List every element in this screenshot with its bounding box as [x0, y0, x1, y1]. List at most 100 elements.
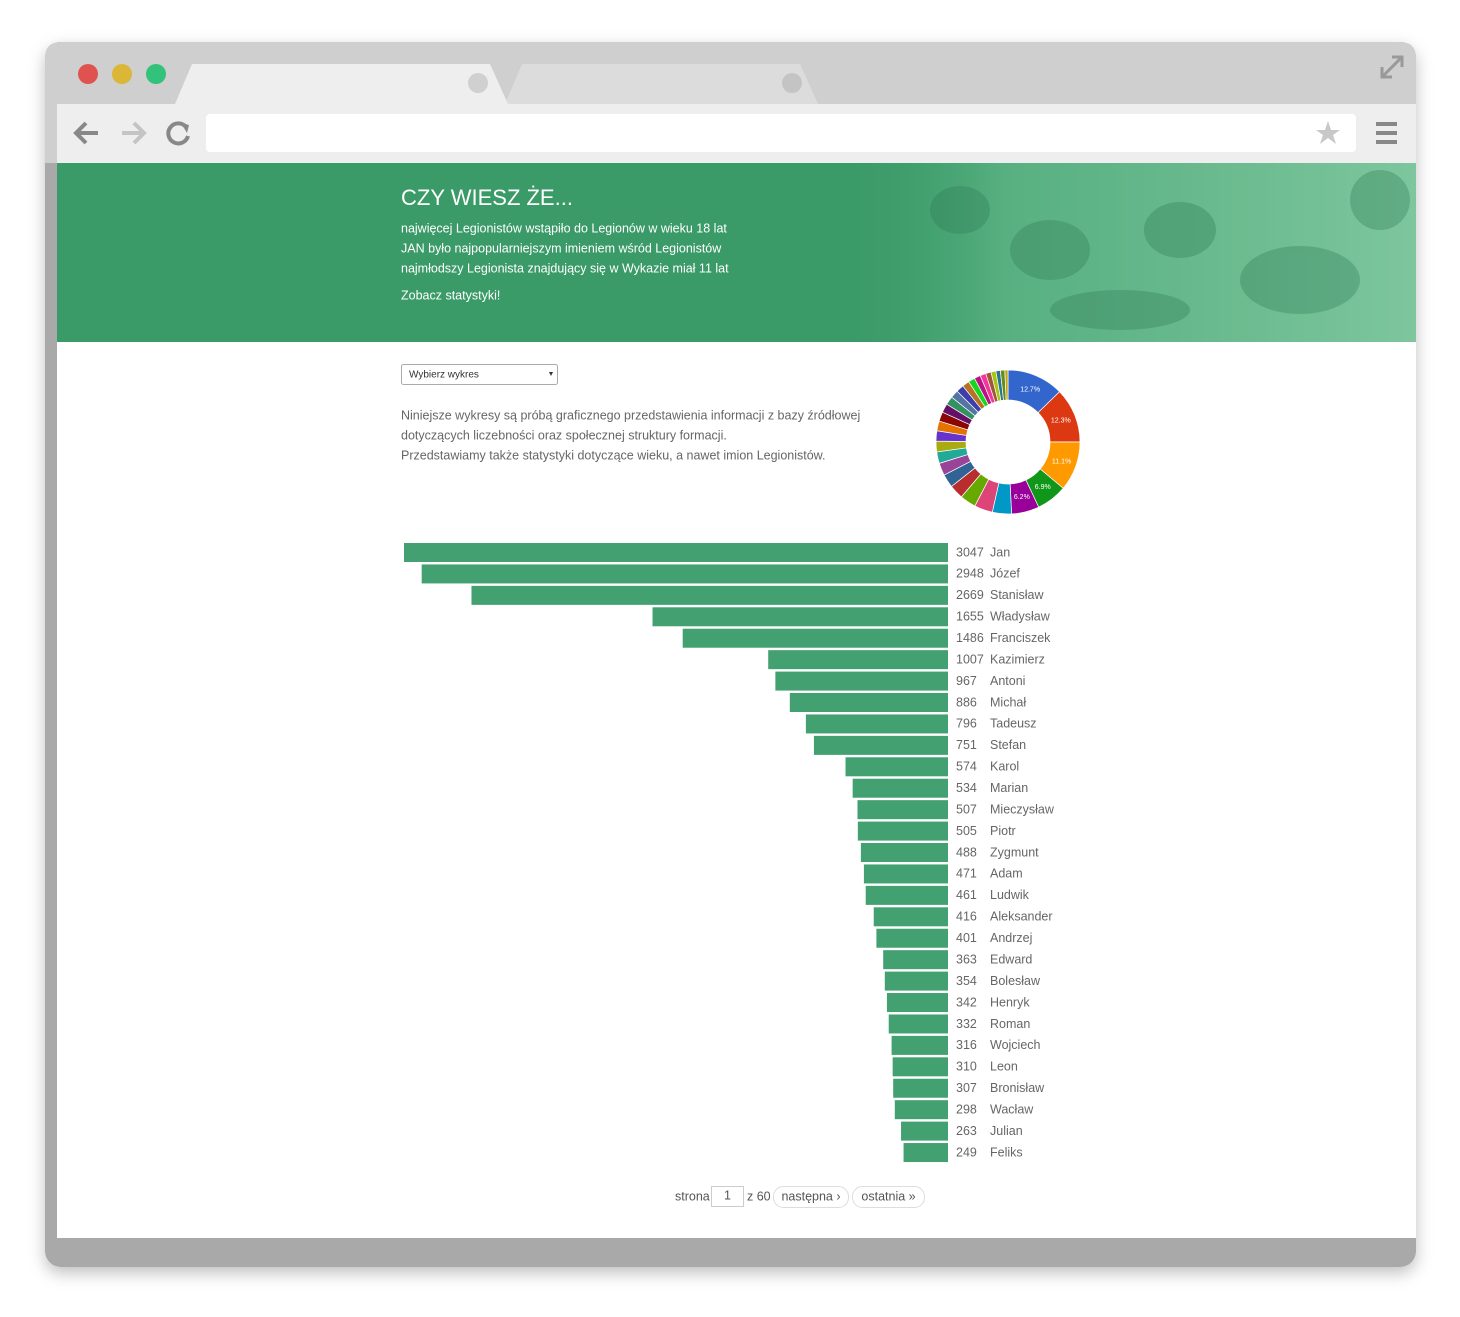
- slice-label: 6.9%: [1035, 484, 1051, 491]
- category-label: Franciszek: [990, 631, 1051, 645]
- category-label: Aleksander: [990, 910, 1053, 924]
- next-button[interactable]: [773, 1186, 849, 1208]
- bar: [682, 628, 948, 648]
- donut-chart: 12.7% 12.3% 11.1% 6.9% 6.2%: [935, 369, 1081, 515]
- value-label: 574: [956, 760, 977, 774]
- value-label: 471: [956, 867, 977, 881]
- pagination-of: z 60: [747, 1189, 771, 1203]
- bar: [888, 1014, 948, 1034]
- value-label: 751: [956, 738, 977, 752]
- reload-arrow: [181, 123, 189, 133]
- bar: [883, 950, 948, 970]
- forward-button[interactable]: [122, 121, 147, 145]
- bar: [863, 864, 948, 884]
- minimize-button[interactable]: [112, 64, 132, 84]
- category-label: Kazimierz: [990, 652, 1045, 666]
- chart-select[interactable]: [401, 364, 558, 385]
- value-label: 316: [956, 1038, 977, 1052]
- slice-label: 12.3%: [1051, 417, 1071, 424]
- bar: [404, 543, 948, 562]
- hero-fact: najwięcej Legionistów wstąpiło do Legion…: [401, 221, 727, 235]
- category-label: Piotr: [990, 824, 1016, 838]
- page-input[interactable]: [711, 1186, 744, 1207]
- value-label: 354: [956, 974, 977, 988]
- hero-photo: [830, 163, 1416, 342]
- value-label: 2669: [956, 588, 984, 602]
- hero-title: CZY WIESZ ŻE...: [401, 185, 573, 210]
- fullscreen-icon[interactable]: [1380, 55, 1404, 79]
- menu-button[interactable]: [1376, 122, 1397, 144]
- value-label: 363: [956, 952, 977, 966]
- category-label: Adam: [990, 867, 1023, 881]
- value-label: 488: [956, 845, 977, 859]
- bar: [805, 714, 948, 734]
- category-label: Feliks: [990, 1145, 1023, 1159]
- description: Niniejsze wykresy są próbą graficznego p…: [401, 408, 860, 422]
- bar: [845, 757, 948, 777]
- page-number: 1: [724, 1188, 731, 1202]
- donut-slice: [1004, 369, 1009, 401]
- bar: [775, 671, 948, 691]
- bar-chart: 3047 Jan 2948 Józef 2669 Stanisław 1655 Władysł…: [404, 543, 1055, 1163]
- value-label: 3047: [956, 545, 984, 559]
- category-label: Karol: [990, 760, 1019, 774]
- back-button[interactable]: [73, 121, 98, 145]
- bar: [421, 564, 949, 584]
- value-label: 1486: [956, 631, 984, 645]
- close-button[interactable]: [78, 64, 98, 84]
- description: dotyczących liczebności oraz społecznej …: [401, 428, 727, 442]
- description: Przedstawiamy także statystyki dotyczące…: [401, 448, 826, 462]
- bar: [860, 843, 948, 863]
- category-label: Michał: [990, 695, 1026, 709]
- value-label: 967: [956, 674, 977, 688]
- category-label: Bolesław: [990, 974, 1041, 988]
- category-label: Andrzej: [990, 931, 1032, 945]
- slice-label: 11.1%: [1052, 458, 1071, 465]
- tab[interactable]: [505, 64, 818, 104]
- bar: [471, 585, 948, 605]
- address-bar[interactable]: [206, 114, 1356, 152]
- category-label: Jan: [990, 545, 1010, 559]
- value-label: 307: [956, 1081, 977, 1095]
- category-label: Józef: [990, 567, 1020, 581]
- tab-close[interactable]: [782, 73, 802, 93]
- chart-select-label: Wybierz wykres: [409, 370, 479, 381]
- value-label: 342: [956, 995, 977, 1009]
- category-label: Leon: [990, 1060, 1018, 1074]
- value-label: 332: [956, 1017, 977, 1031]
- last-button[interactable]: [852, 1186, 925, 1208]
- active-tab[interactable]: [175, 64, 508, 104]
- pagination-prefix: strona: [675, 1189, 710, 1203]
- bar: [813, 735, 948, 755]
- bar: [893, 1078, 948, 1098]
- reload-button[interactable]: [166, 121, 190, 146]
- bar: [886, 993, 948, 1013]
- next-label: następna ›: [781, 1189, 840, 1203]
- hero-fact: najmłodszy Legionista znajdujący się w W…: [401, 261, 729, 275]
- category-label: Julian: [990, 1124, 1023, 1138]
- viewport: [57, 163, 1416, 1238]
- bar: [789, 693, 948, 713]
- category-label: Marian: [990, 781, 1028, 795]
- select-arrow: [549, 372, 553, 376]
- slice-label: 12.7%: [1020, 386, 1040, 393]
- category-label: Bronisław: [990, 1081, 1045, 1095]
- hero-link[interactable]: Zobacz statystyki!: [401, 288, 500, 302]
- bar: [892, 1057, 948, 1077]
- category-label: Henryk: [990, 995, 1030, 1009]
- category-label: Wacław: [990, 1102, 1034, 1116]
- tab-close[interactable]: [468, 73, 488, 93]
- value-label: 796: [956, 717, 977, 731]
- value-label: 505: [956, 824, 977, 838]
- bookmark-star[interactable]: [1316, 121, 1340, 144]
- hero-fact: JAN było najpopularniejszym imieniem wśr…: [401, 241, 722, 255]
- bar: [652, 607, 948, 627]
- value-label: 298: [956, 1102, 977, 1116]
- category-label: Wojciech: [990, 1038, 1041, 1052]
- value-label: 1655: [956, 610, 984, 624]
- category-label: Stefan: [990, 738, 1026, 752]
- category-label: Ludwik: [990, 888, 1030, 902]
- maximize-button[interactable]: [146, 64, 166, 84]
